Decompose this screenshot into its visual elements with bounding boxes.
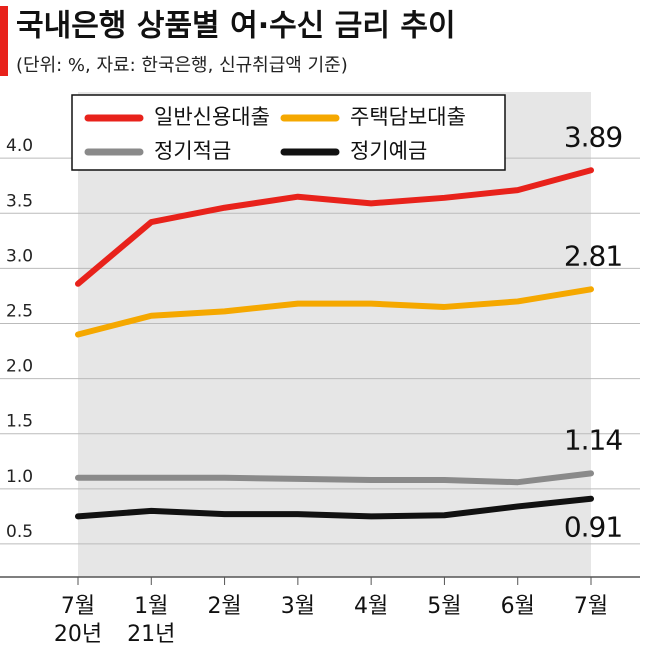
series-line xyxy=(75,167,594,287)
plot-area xyxy=(78,92,591,577)
accent-bar xyxy=(0,6,8,76)
chart-subtitle: (단위: %, 자료: 한국은행, 신규취급액 기준) xyxy=(16,55,348,76)
y-tick-label: 1.5 xyxy=(6,412,33,432)
series-line xyxy=(75,286,594,338)
y-tick-label: 3.5 xyxy=(6,191,33,211)
legend-label: 정기적금 xyxy=(154,139,231,163)
legend-box xyxy=(71,94,506,171)
x-tick-label: 5월 xyxy=(427,594,461,619)
x-tick-label: 1월 xyxy=(134,594,168,619)
legend-label: 정기예금 xyxy=(350,139,427,163)
y-tick-label: 0.5 xyxy=(6,522,33,542)
series-line xyxy=(75,495,594,520)
legend-label: 주택담보대출 xyxy=(350,105,466,129)
y-tick-label: 1.0 xyxy=(6,467,33,487)
y-tick-label: 3.0 xyxy=(6,246,33,266)
y-tick-label: 2.0 xyxy=(6,357,33,377)
x-tick-label: 7월 xyxy=(61,594,95,619)
series-line xyxy=(75,470,594,486)
x-tick-label: 6월 xyxy=(501,594,535,619)
value-label: 1.14 xyxy=(564,423,623,456)
x-tick-label: 7월 xyxy=(574,594,608,619)
x-tick-label: 3월 xyxy=(281,594,315,619)
legend-label: 일반신용대출 xyxy=(154,105,270,129)
x-tick-label: 21년 xyxy=(127,622,175,647)
y-tick-label: 4.0 xyxy=(6,136,33,156)
y-tick-label: 2.5 xyxy=(6,301,33,321)
chart-title: 국내은행 상품별 여·수신 금리 추이 xyxy=(16,9,456,44)
x-tick-label: 20년 xyxy=(54,622,102,647)
value-label: 3.89 xyxy=(564,120,622,153)
value-label: 2.81 xyxy=(564,239,622,272)
x-tick-label: 4월 xyxy=(354,594,388,619)
value-label: 0.91 xyxy=(564,511,622,544)
x-tick-label: 2월 xyxy=(207,594,241,619)
